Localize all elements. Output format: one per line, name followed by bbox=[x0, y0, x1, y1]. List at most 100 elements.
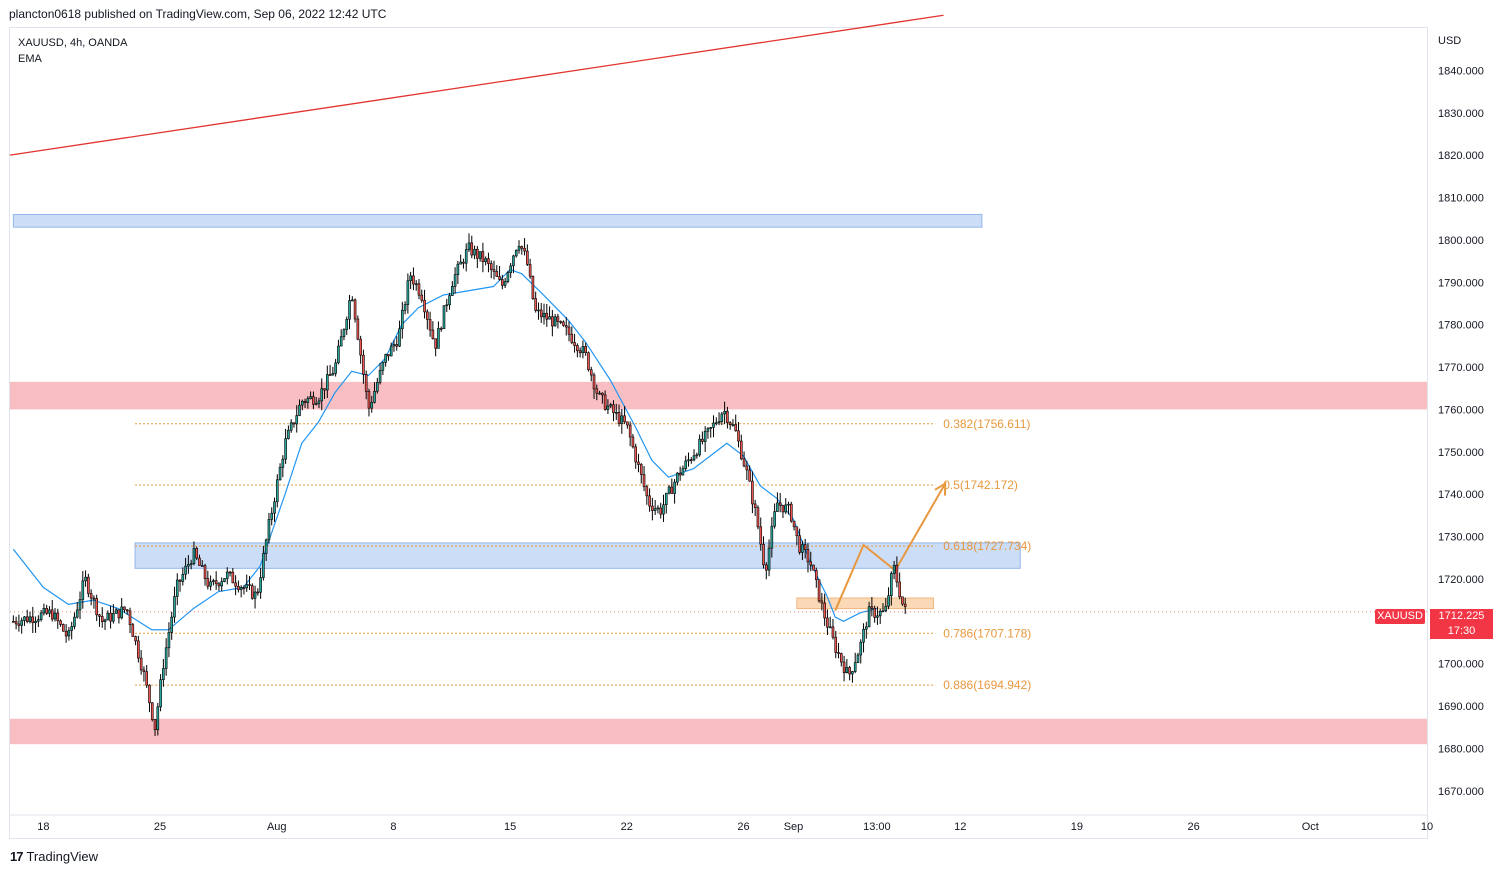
y-tick-label: 1700.000 bbox=[1438, 659, 1484, 671]
candle-body bbox=[562, 321, 565, 326]
candle-body bbox=[139, 657, 143, 671]
y-tick-label: 1670.000 bbox=[1438, 786, 1484, 798]
candle-body bbox=[870, 606, 874, 609]
candle-body bbox=[359, 338, 362, 356]
candle-body bbox=[878, 610, 882, 617]
candle-body bbox=[787, 503, 790, 506]
candle-body bbox=[426, 311, 429, 320]
fib-label-1: 0.5(1742.172) bbox=[943, 478, 1018, 492]
candle-body bbox=[162, 668, 165, 681]
indicator-label[interactable]: EMA bbox=[18, 53, 42, 65]
candle-body bbox=[456, 263, 460, 275]
candle-body bbox=[92, 597, 96, 600]
x-tick-label: 10 bbox=[1421, 821, 1433, 833]
candle-body bbox=[367, 391, 371, 409]
candle-body bbox=[806, 549, 810, 563]
candle-body bbox=[820, 600, 824, 604]
candle-body bbox=[75, 609, 79, 618]
candle-body bbox=[56, 612, 60, 622]
candle-body bbox=[175, 579, 179, 597]
candle-body bbox=[576, 345, 579, 352]
candle-body bbox=[881, 610, 885, 613]
y-tick-label: 1730.000 bbox=[1438, 532, 1484, 544]
candle-body bbox=[320, 388, 324, 402]
x-tick-label: Sep bbox=[784, 821, 804, 833]
candle-body bbox=[184, 565, 187, 575]
candle-body bbox=[314, 403, 318, 405]
candle-body bbox=[206, 578, 210, 587]
candle-body bbox=[414, 283, 418, 286]
candle-body bbox=[842, 661, 846, 674]
candle-body bbox=[778, 502, 782, 506]
candle-body bbox=[531, 275, 535, 299]
zone-blue-3 bbox=[134, 542, 1021, 569]
candle-body bbox=[709, 427, 713, 429]
candle-body bbox=[50, 609, 54, 620]
x-tick-label: 13:00 bbox=[863, 821, 891, 833]
candle-body bbox=[189, 563, 193, 566]
candle-body bbox=[726, 410, 729, 424]
candle-body bbox=[364, 374, 368, 392]
candle-body bbox=[112, 613, 115, 622]
candle-body bbox=[476, 248, 479, 259]
candle-body bbox=[398, 328, 401, 347]
candle-body bbox=[39, 612, 43, 621]
candle-body bbox=[378, 369, 382, 383]
candle-body bbox=[742, 458, 746, 467]
candle-body bbox=[720, 413, 724, 422]
candle-body bbox=[837, 652, 840, 654]
candle-body bbox=[145, 671, 148, 686]
candle-body bbox=[467, 242, 471, 250]
zone-red-1 bbox=[10, 718, 1427, 745]
candle-body bbox=[173, 596, 176, 618]
candle-body bbox=[23, 616, 26, 621]
candle-body bbox=[67, 630, 71, 637]
candle-body bbox=[559, 321, 562, 323]
candle-body bbox=[442, 305, 446, 329]
candle-body bbox=[392, 344, 396, 347]
candle-body bbox=[620, 415, 624, 424]
projection-path bbox=[834, 483, 947, 612]
candle-body bbox=[809, 561, 813, 566]
candle-body bbox=[634, 446, 638, 463]
candle-body bbox=[656, 507, 660, 510]
candle-body bbox=[834, 636, 838, 653]
tradingview-logo-icon: 17 bbox=[10, 849, 24, 864]
candle-body bbox=[581, 346, 585, 354]
candle-body bbox=[514, 249, 518, 257]
tradingview-brand[interactable]: 17 TradingView bbox=[10, 849, 98, 864]
candle-body bbox=[109, 612, 112, 622]
x-tick-label: 19 bbox=[1071, 821, 1083, 833]
candle-body bbox=[220, 581, 224, 587]
fib-label-2: 0.618(1727.734) bbox=[943, 539, 1031, 553]
symbol-title[interactable]: XAUUSD, 4h, OANDA bbox=[18, 37, 128, 49]
chart-frame bbox=[9, 27, 1428, 839]
candle-body bbox=[448, 295, 451, 306]
candle-body bbox=[187, 564, 190, 567]
bar-countdown: 17:30 bbox=[1447, 625, 1476, 637]
candle-body bbox=[20, 620, 23, 626]
symbol-legend[interactable]: XAUUSD, 4h, OANDA EMA bbox=[18, 35, 127, 67]
candle-body bbox=[801, 544, 804, 553]
candle-body bbox=[673, 481, 676, 494]
candle-body bbox=[484, 258, 487, 263]
candle-body bbox=[289, 422, 293, 431]
candle-body bbox=[267, 519, 271, 541]
candle-body bbox=[437, 328, 440, 349]
candle-body bbox=[434, 338, 437, 349]
x-tick-label: 22 bbox=[621, 821, 633, 833]
candle-body bbox=[614, 411, 618, 414]
candle-body bbox=[840, 653, 843, 663]
candle-body bbox=[62, 624, 65, 632]
candle-body bbox=[678, 472, 682, 476]
candle-body bbox=[459, 261, 462, 265]
candle-body bbox=[170, 616, 174, 633]
candle-body bbox=[78, 599, 82, 611]
candle-body bbox=[292, 422, 296, 425]
candle-body bbox=[623, 415, 626, 423]
candle-body bbox=[262, 553, 265, 578]
candle-body bbox=[737, 430, 740, 442]
candle-body bbox=[789, 503, 793, 522]
candle-body bbox=[764, 564, 768, 571]
